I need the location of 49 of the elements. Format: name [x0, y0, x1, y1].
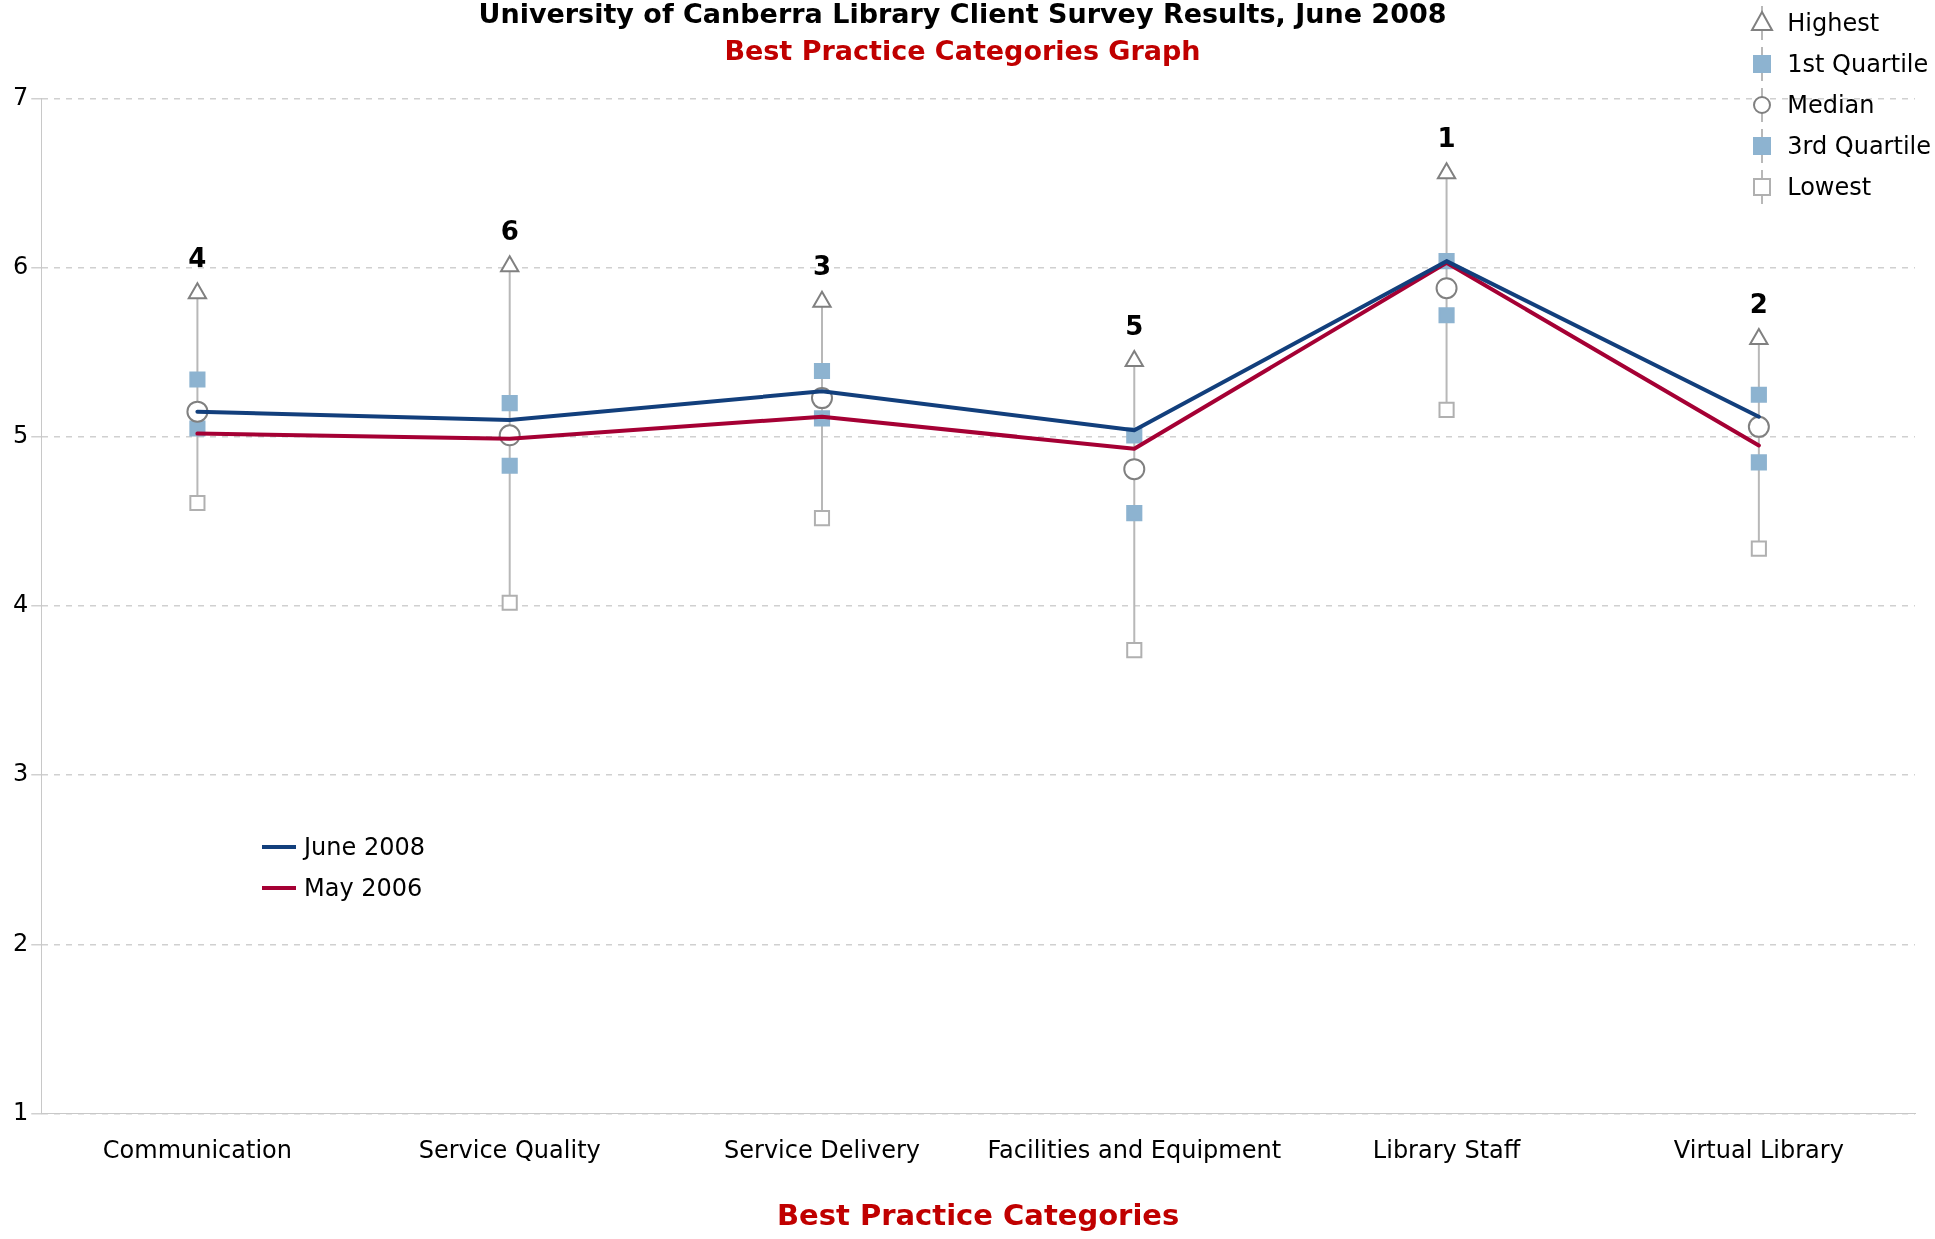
y-tick-label: 1	[12, 1097, 29, 1126]
point	[1126, 642, 1143, 659]
point	[1436, 162, 1457, 180]
legend-label: 1st Quartile	[1787, 49, 1929, 78]
point	[1438, 307, 1455, 324]
y-tick-label: 3	[12, 759, 29, 788]
point	[501, 395, 518, 412]
point	[1750, 540, 1767, 557]
y-tick-label: 4	[12, 590, 29, 619]
x-tick-label: Service Quality	[418, 1136, 601, 1165]
chart-title: University of Canberra Library Client Survey Results, June 2008	[478, 0, 1447, 30]
point	[1747, 415, 1770, 438]
x-tick-label: Facilities and Equipment	[987, 1136, 1282, 1165]
point	[189, 494, 206, 512]
legend-label: June 2008	[304, 832, 425, 861]
point	[1435, 277, 1458, 300]
y-tick-label: 2	[12, 928, 29, 957]
x-tick-label: Virtual Library	[1673, 1136, 1844, 1165]
y-tick-label: 6	[12, 252, 29, 281]
legend-label: Lowest	[1787, 172, 1872, 201]
point	[813, 362, 831, 380]
point	[1438, 401, 1455, 419]
point	[1750, 386, 1767, 403]
annotation: 3	[812, 251, 832, 282]
y-tick-label: 7	[12, 83, 29, 112]
chart-subtitle: Best Practice Categories Graph	[724, 34, 1201, 66]
point	[501, 457, 518, 474]
point	[1126, 505, 1143, 522]
point	[500, 255, 520, 273]
point	[501, 594, 518, 611]
point	[813, 510, 831, 527]
point	[1123, 458, 1146, 481]
legend-label: Highest	[1787, 8, 1880, 37]
point	[1750, 454, 1767, 471]
annotation: 2	[1749, 288, 1768, 319]
x-tick-label: Service Delivery	[724, 1136, 920, 1165]
legend-label: May 2006	[304, 873, 423, 902]
point	[189, 371, 206, 388]
annotation: 6	[500, 215, 519, 246]
legend-label: Median	[1787, 90, 1875, 119]
legend-label: 3rd Quartile	[1787, 131, 1931, 160]
annotation: 4	[188, 243, 207, 274]
y-tick-label: 5	[12, 421, 29, 450]
annotation: 5	[1125, 310, 1144, 341]
point	[187, 282, 208, 300]
annotation: 1	[1437, 122, 1456, 153]
x-axis-title: Best Practice Categories	[776, 1198, 1180, 1233]
x-tick-label: Library Staff	[1372, 1136, 1521, 1165]
x-tick-label: Communication	[102, 1136, 292, 1165]
